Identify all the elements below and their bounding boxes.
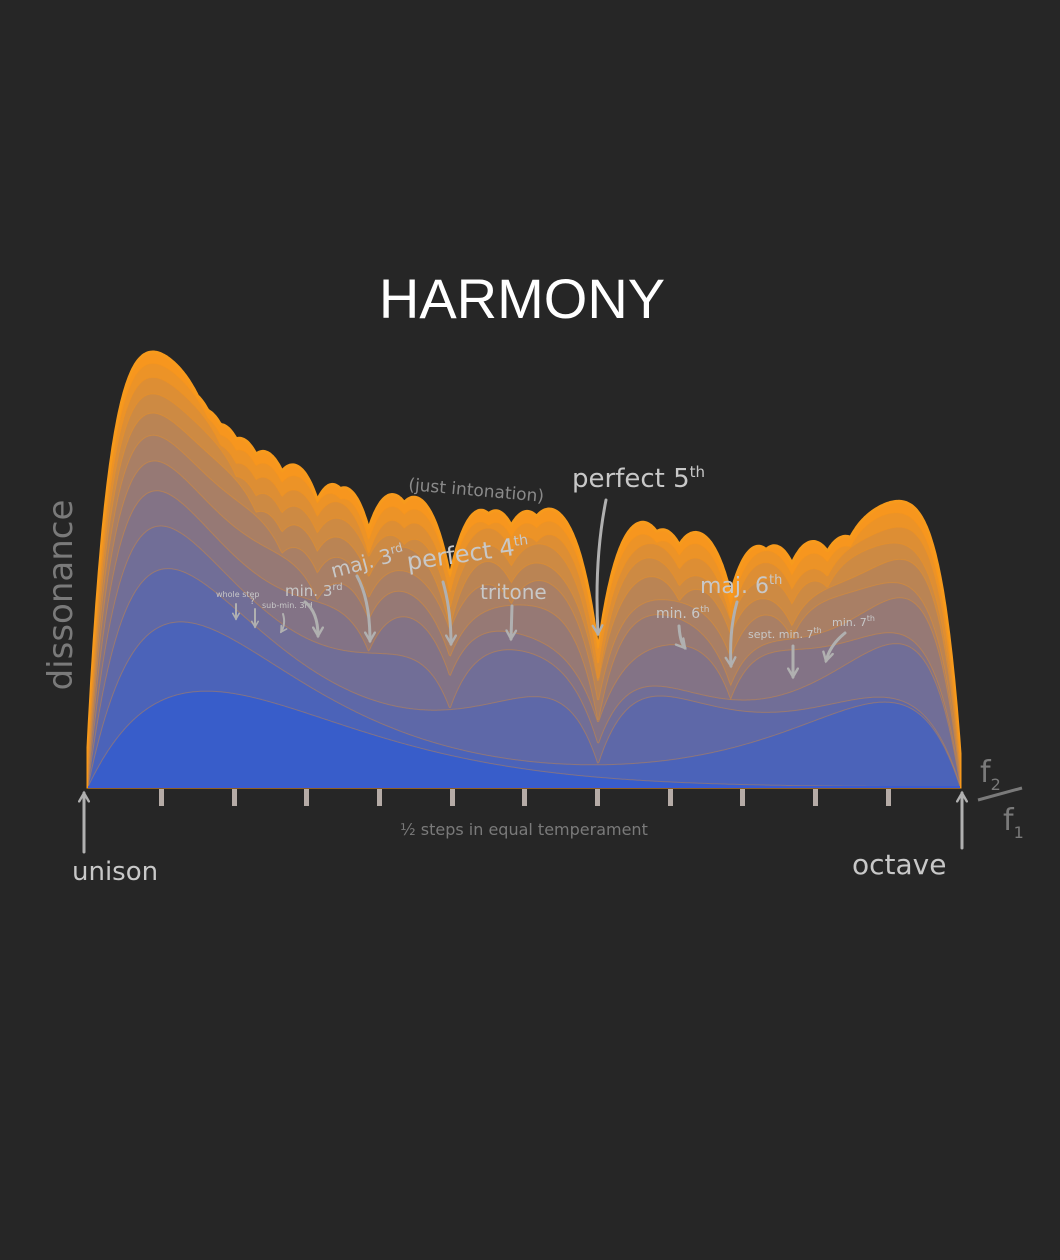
arrow xyxy=(303,600,324,639)
arrow xyxy=(355,574,376,644)
tick xyxy=(813,789,818,806)
ratio: f2 f1 xyxy=(977,755,1024,842)
interval-label: tritone xyxy=(480,580,547,604)
sub: 2 xyxy=(991,775,1001,794)
arrow xyxy=(724,600,739,669)
sup: th xyxy=(690,463,705,481)
ratio-denominator: f1 xyxy=(1003,803,1024,842)
interval-label: min. 6th xyxy=(656,605,709,622)
arrow xyxy=(674,624,687,650)
text: maj. 6 xyxy=(700,574,769,599)
sup: th xyxy=(700,605,709,615)
octave-label: octave xyxy=(852,848,946,881)
sub: 1 xyxy=(1014,823,1024,842)
interval-label: maj. 6th xyxy=(700,573,782,599)
interval-label: min. 3rd xyxy=(285,582,343,600)
curve-layer xyxy=(87,690,961,788)
sup: th xyxy=(513,532,529,550)
f: f xyxy=(1003,803,1015,838)
interval-label: min. 7th xyxy=(832,614,875,629)
tick xyxy=(159,789,164,806)
tick xyxy=(595,789,600,806)
sup: rd xyxy=(389,540,405,557)
ratio-numerator: f2 xyxy=(980,755,1001,794)
arrow xyxy=(505,604,518,642)
tick xyxy=(232,789,237,806)
text: sept. min. 7 xyxy=(748,628,814,641)
interval-label: ? xyxy=(250,597,255,607)
interval-label: sub-min. 3rd xyxy=(262,601,313,610)
unison-label: unison xyxy=(72,857,158,887)
interval-label: perfect 5th xyxy=(572,463,705,494)
tick xyxy=(668,789,673,806)
x-axis-label: ½ steps in equal temperament xyxy=(400,820,648,839)
tick xyxy=(304,789,309,806)
interval-label: sept. min. 7th xyxy=(748,626,822,641)
semitone-ticks xyxy=(159,789,891,806)
tick xyxy=(450,789,455,806)
tick xyxy=(740,789,745,806)
f: f xyxy=(980,755,992,790)
text: perfect 5 xyxy=(572,464,690,494)
y-axis-label: dissonance xyxy=(41,500,81,691)
sup: th xyxy=(814,626,822,635)
sup: th xyxy=(769,573,782,588)
title: HARMONY xyxy=(379,267,665,330)
tick xyxy=(522,789,527,806)
sup: th xyxy=(867,614,875,623)
arrow xyxy=(441,580,457,647)
dissonance-curves xyxy=(86,350,962,789)
arrow xyxy=(822,631,847,664)
arrow xyxy=(591,498,608,637)
interval-label: whole step xyxy=(216,590,260,599)
tick xyxy=(377,789,382,806)
tick xyxy=(886,789,891,806)
text: min. 3 xyxy=(285,582,332,600)
sup: rd xyxy=(332,582,342,593)
text: min. 7 xyxy=(832,616,867,629)
ratio-bar xyxy=(977,786,1023,802)
text: min. 6 xyxy=(656,606,700,622)
arrow xyxy=(280,613,288,634)
